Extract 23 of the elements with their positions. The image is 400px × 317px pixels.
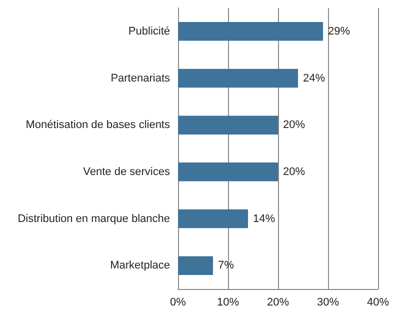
bar xyxy=(178,22,323,41)
data-label: 14% xyxy=(253,212,276,225)
data-label: 20% xyxy=(283,166,306,178)
x-tick-label: 30% xyxy=(316,296,340,308)
x-tick-label: 20% xyxy=(266,296,290,308)
data-label: 29% xyxy=(328,25,350,38)
y-tick-label: Publicité xyxy=(128,25,170,38)
bar xyxy=(178,116,278,134)
y-tick-label: Vente de services xyxy=(83,166,170,178)
y-tick-label: Distribution en marque blanche xyxy=(18,212,170,225)
bar xyxy=(178,256,213,275)
y-tick-label: Partenariats xyxy=(110,72,170,84)
data-label: 20% xyxy=(283,119,306,132)
bar xyxy=(178,209,248,228)
data-label: 24% xyxy=(303,72,326,84)
bar xyxy=(178,68,298,88)
bar xyxy=(178,162,278,182)
x-tick-label: 10% xyxy=(216,296,240,308)
y-tick-label: Monétisation de bases clients xyxy=(26,119,170,132)
y-tick-label: Marketplace xyxy=(110,260,170,272)
x-tick-label: 40% xyxy=(366,296,390,308)
x-tick-label: 0% xyxy=(170,296,186,308)
data-label: 7% xyxy=(218,260,234,272)
